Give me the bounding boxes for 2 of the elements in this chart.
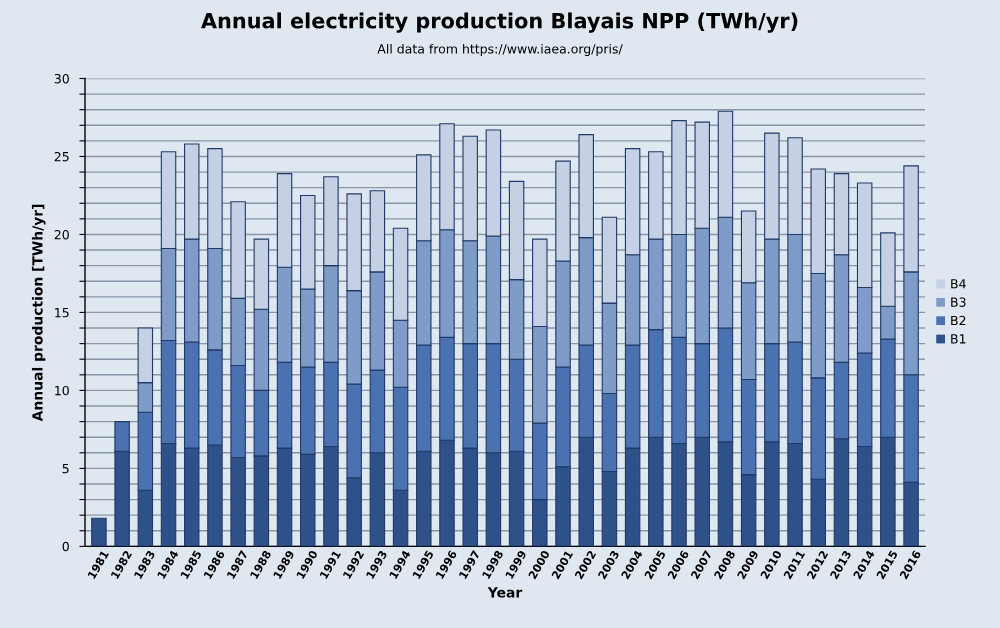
bar <box>91 517 107 547</box>
chart-title: Annual electricity production Blayais NPP (TWh/yr) <box>201 12 798 33</box>
